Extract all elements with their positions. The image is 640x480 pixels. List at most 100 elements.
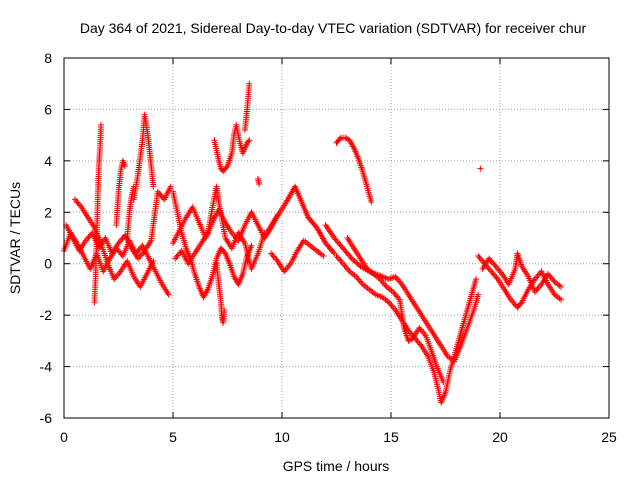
data-point	[558, 283, 565, 290]
data-point	[336, 256, 343, 263]
data-point	[550, 277, 557, 284]
data-point	[408, 336, 415, 343]
data-point	[272, 255, 279, 262]
data-point	[75, 201, 82, 208]
data-point	[150, 258, 157, 265]
data-point	[150, 183, 157, 190]
data-point	[393, 275, 400, 282]
data-point	[115, 248, 122, 255]
data-point	[415, 339, 422, 346]
data-point	[440, 379, 447, 385]
data-point	[381, 280, 388, 287]
data-point	[174, 252, 181, 259]
data-point	[336, 136, 343, 142]
series-isolated-9h	[255, 175, 263, 187]
data-point	[330, 249, 337, 256]
data-point	[350, 256, 357, 263]
chart-title: Day 364 of 2021, Sidereal Day-to-day VTE…	[80, 20, 587, 36]
series-track-early-a	[61, 229, 172, 298]
y-tick-label: -4	[40, 359, 53, 375]
data-point	[488, 268, 495, 275]
series-track-early-b	[63, 183, 174, 262]
series-track-mid-c	[172, 183, 268, 272]
data-point	[420, 329, 427, 336]
y-tick-label: -2	[40, 307, 53, 323]
series-dip-7.2h	[213, 260, 228, 326]
data-point	[337, 257, 344, 264]
data-point	[246, 80, 253, 87]
data-point	[338, 259, 345, 266]
data-point	[387, 300, 394, 307]
data-point	[334, 254, 341, 261]
data-point	[256, 181, 263, 187]
data-point	[130, 183, 137, 190]
data-point	[165, 291, 172, 298]
y-tick-label: -6	[40, 410, 53, 426]
data-point	[479, 257, 486, 264]
data-point	[477, 256, 484, 263]
series-spike-8.4h	[241, 80, 253, 133]
series-descent-c	[344, 235, 447, 385]
data-point	[270, 253, 277, 260]
data-point	[115, 271, 122, 278]
series-spike-3.1h	[124, 183, 137, 241]
data-point	[558, 296, 565, 303]
y-tick-label: 2	[44, 204, 52, 220]
data-point	[248, 242, 255, 249]
data-point	[86, 232, 93, 239]
series-descent-b	[322, 222, 482, 365]
series-spike-1.5h	[91, 121, 105, 306]
x-tick-label: 25	[601, 429, 617, 445]
data-point	[492, 273, 499, 280]
data-point	[356, 262, 363, 268]
data-point	[340, 260, 347, 267]
x-tick-label: 15	[383, 429, 399, 445]
series-spike-2.6h	[113, 157, 129, 229]
x-axis-label: GPS time / hours	[283, 458, 390, 474]
series-track-peak	[263, 183, 338, 257]
data-point	[382, 282, 389, 289]
data-point	[113, 273, 120, 280]
data-point	[320, 253, 327, 259]
data-point	[268, 250, 275, 257]
series-arc-12.5h	[333, 134, 375, 205]
data-point	[394, 293, 401, 300]
data-point	[117, 249, 124, 256]
data-point	[548, 275, 555, 282]
data-point	[486, 266, 493, 273]
data-point	[283, 265, 290, 272]
y-tick-label: 4	[44, 153, 52, 169]
series-track-peak-low	[268, 237, 327, 275]
data-point	[223, 164, 230, 171]
y-axis-label: SDTVAR / TECUs	[7, 182, 23, 294]
data-point	[534, 273, 541, 280]
data-point	[491, 261, 498, 268]
data-point	[176, 250, 183, 257]
data-point	[535, 284, 542, 291]
data-point	[418, 328, 425, 335]
data-point	[493, 264, 500, 271]
data-point	[173, 254, 180, 261]
series-outlier-19h	[477, 165, 484, 172]
data-point	[490, 271, 497, 278]
data-point	[354, 260, 361, 267]
data-point	[347, 254, 354, 261]
data-point	[119, 235, 126, 242]
data-point	[118, 237, 125, 244]
y-tick-label: 0	[44, 256, 52, 272]
data-point	[368, 199, 375, 205]
data-point	[343, 265, 350, 272]
data-point	[157, 191, 164, 198]
plot-frame	[63, 57, 610, 419]
data-point	[414, 338, 421, 345]
y-tick-label: 8	[44, 50, 52, 66]
data-point	[348, 255, 355, 262]
data-point	[245, 138, 252, 145]
data-point	[475, 253, 482, 259]
series-descent-a	[333, 253, 480, 406]
data-point	[351, 258, 358, 265]
data-point	[547, 274, 554, 281]
data-point	[391, 290, 398, 297]
data-point	[534, 285, 541, 292]
